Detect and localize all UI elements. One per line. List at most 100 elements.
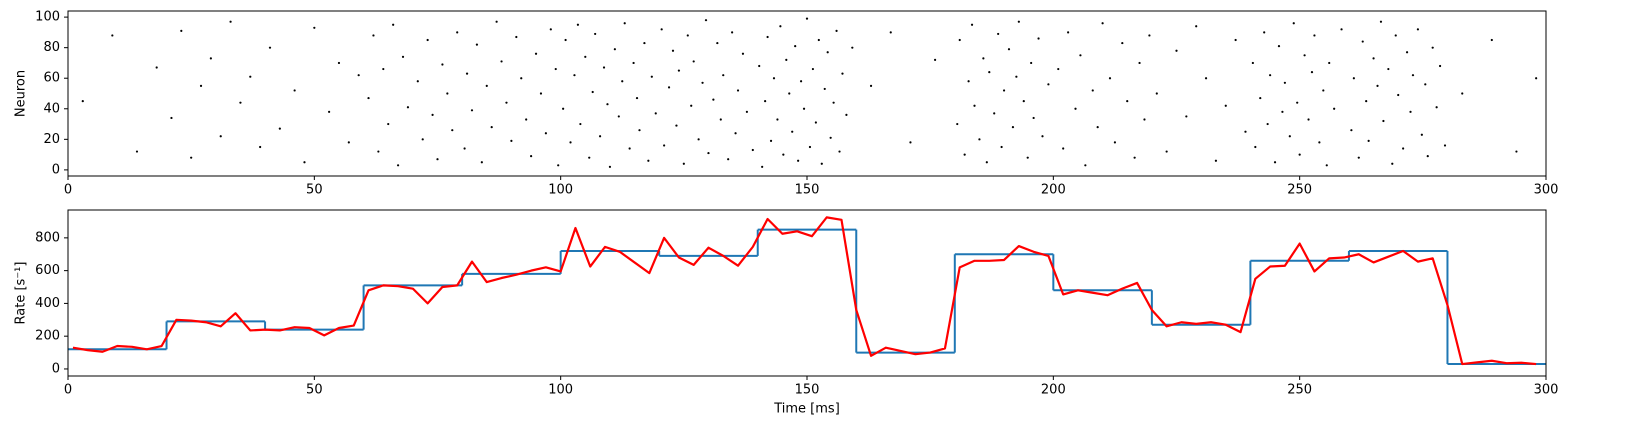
y-tick-label: 200: [35, 329, 60, 344]
spike: [1394, 34, 1397, 37]
spike: [190, 156, 193, 159]
spike: [704, 19, 708, 22]
spike: [712, 98, 715, 101]
y-tick-label: 40: [43, 101, 60, 116]
x-tick-label: 200: [1041, 183, 1066, 198]
spike: [1254, 145, 1257, 149]
spike: [520, 77, 523, 80]
spike: [982, 57, 985, 60]
spike: [495, 20, 498, 23]
spike: [722, 74, 725, 77]
spike: [1185, 115, 1188, 118]
spike: [1195, 25, 1198, 28]
spike: [170, 116, 173, 120]
spike: [788, 92, 791, 95]
spike: [515, 35, 518, 39]
spike: [180, 29, 183, 32]
x-tick-label: 0: [64, 183, 72, 198]
spike: [416, 80, 419, 83]
spike: [967, 80, 970, 83]
spike: [562, 107, 565, 110]
spike: [766, 35, 769, 39]
spike: [387, 122, 390, 126]
spike: [557, 164, 560, 167]
spike: [1411, 74, 1415, 77]
spike: [463, 147, 466, 150]
spike: [628, 147, 631, 150]
spike: [480, 161, 483, 164]
spike: [1007, 48, 1011, 51]
spike: [337, 61, 341, 65]
x-tick-label: 250: [1287, 183, 1312, 198]
spike: [638, 129, 641, 132]
spike: [1340, 28, 1343, 31]
spike: [1325, 164, 1328, 167]
spike: [268, 46, 272, 49]
spike: [958, 38, 961, 42]
spike: [1405, 51, 1409, 54]
spike: [1379, 20, 1383, 23]
spike: [1057, 67, 1060, 71]
spike: [219, 135, 222, 138]
spike: [1365, 100, 1368, 103]
spike: [799, 80, 803, 83]
spike: [293, 89, 296, 92]
spike: [1204, 77, 1208, 80]
spike: [1000, 145, 1003, 149]
spike: [426, 38, 429, 42]
spike: [1074, 107, 1077, 110]
spike: [1322, 89, 1325, 92]
axes-frame: [67, 10, 1547, 177]
spike: [663, 144, 666, 147]
y-tick-label: 20: [43, 132, 60, 147]
spike: [406, 106, 410, 109]
spike: [692, 60, 695, 63]
spike: [1333, 107, 1336, 110]
spike: [446, 92, 449, 95]
spike: [736, 89, 740, 92]
spike: [820, 162, 823, 165]
spike: [1397, 93, 1400, 97]
spike: [1148, 34, 1151, 37]
x-tick-label: 100: [548, 183, 573, 198]
spike: [470, 109, 474, 112]
spike: [549, 28, 552, 31]
spike: [456, 31, 459, 34]
spike: [608, 165, 612, 168]
spike: [1251, 61, 1254, 65]
spike: [602, 66, 606, 69]
spike: [1269, 74, 1272, 77]
spike: [1096, 126, 1099, 129]
spike: [1079, 54, 1082, 57]
spike: [259, 145, 262, 149]
spike: [569, 141, 572, 144]
spike: [909, 141, 912, 144]
y-axis-label: Neuron: [14, 70, 29, 117]
spike: [719, 118, 722, 121]
spike: [677, 69, 681, 72]
spike: [1382, 119, 1385, 123]
spike: [794, 45, 797, 48]
spike: [1062, 147, 1065, 150]
spike: [421, 138, 424, 141]
spike: [239, 101, 242, 104]
spike: [372, 34, 375, 37]
spike: [591, 90, 594, 94]
spike: [1277, 45, 1281, 48]
spike: [845, 113, 848, 116]
spike: [303, 161, 306, 164]
x-tick-label: 300: [1534, 383, 1559, 398]
spike: [826, 51, 829, 54]
spike: [734, 132, 737, 135]
spike: [564, 38, 567, 42]
spike: [1002, 89, 1006, 92]
spike: [396, 164, 400, 167]
spike: [475, 43, 479, 46]
spike: [814, 121, 817, 124]
spike: [764, 100, 767, 103]
spike: [823, 87, 826, 91]
spike: [741, 52, 745, 55]
spike: [1091, 89, 1094, 92]
spike: [1214, 159, 1218, 162]
spike: [654, 112, 657, 115]
